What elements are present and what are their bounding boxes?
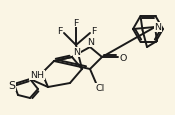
Text: NH: NH — [30, 71, 44, 80]
Text: N: N — [155, 23, 162, 32]
Text: F: F — [73, 18, 79, 27]
Text: O: O — [119, 54, 127, 63]
Text: N: N — [74, 48, 80, 57]
Text: N: N — [88, 38, 94, 47]
Text: F: F — [91, 27, 97, 36]
Text: Cl: Cl — [95, 84, 105, 93]
Text: F: F — [57, 27, 63, 36]
Text: S: S — [9, 80, 16, 90]
